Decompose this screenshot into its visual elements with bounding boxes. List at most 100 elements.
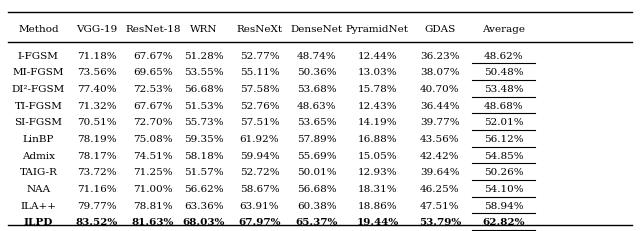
Text: 61.92%: 61.92%	[239, 135, 279, 144]
Text: ILPD: ILPD	[24, 218, 53, 227]
Text: 79.77%: 79.77%	[77, 202, 116, 211]
Text: 65.37%: 65.37%	[296, 218, 338, 227]
Text: 52.76%: 52.76%	[239, 102, 279, 111]
Text: 57.58%: 57.58%	[239, 85, 279, 94]
Text: 46.25%: 46.25%	[420, 185, 460, 194]
Text: 42.42%: 42.42%	[420, 152, 460, 161]
Text: Admix: Admix	[22, 152, 55, 161]
Text: 48.62%: 48.62%	[484, 52, 524, 61]
Text: MI-FGSM: MI-FGSM	[13, 68, 64, 77]
Text: 53.55%: 53.55%	[184, 68, 224, 77]
Text: 59.35%: 59.35%	[184, 135, 224, 144]
Text: 71.25%: 71.25%	[133, 168, 173, 177]
Text: LinBP: LinBP	[22, 135, 54, 144]
Text: 18.31%: 18.31%	[358, 185, 397, 194]
Text: 48.68%: 48.68%	[484, 102, 524, 111]
Text: 54.85%: 54.85%	[484, 152, 524, 161]
Text: 69.65%: 69.65%	[133, 68, 173, 77]
Text: 52.77%: 52.77%	[239, 52, 279, 61]
Text: 52.72%: 52.72%	[239, 168, 279, 177]
Text: GDAS: GDAS	[424, 25, 456, 34]
Text: 13.03%: 13.03%	[358, 68, 397, 77]
Text: 38.07%: 38.07%	[420, 68, 460, 77]
Text: 58.67%: 58.67%	[239, 185, 279, 194]
Text: 36.23%: 36.23%	[420, 52, 460, 61]
Text: 48.74%: 48.74%	[297, 52, 337, 61]
Text: 77.40%: 77.40%	[77, 85, 116, 94]
Text: 57.51%: 57.51%	[239, 118, 279, 127]
Text: 15.78%: 15.78%	[358, 85, 397, 94]
Text: 58.94%: 58.94%	[484, 202, 524, 211]
Text: 56.68%: 56.68%	[184, 85, 224, 94]
Text: 59.94%: 59.94%	[239, 152, 279, 161]
Text: 48.63%: 48.63%	[297, 102, 337, 111]
Text: VGG-19: VGG-19	[76, 25, 118, 34]
Text: 73.56%: 73.56%	[77, 68, 116, 77]
Text: I-FGSM: I-FGSM	[18, 52, 59, 61]
Text: 12.44%: 12.44%	[358, 52, 397, 61]
Text: PyramidNet: PyramidNet	[346, 25, 409, 34]
Text: 14.19%: 14.19%	[358, 118, 397, 127]
Text: 12.43%: 12.43%	[358, 102, 397, 111]
Text: 50.01%: 50.01%	[297, 168, 337, 177]
Text: 16.88%: 16.88%	[358, 135, 397, 144]
Text: Method: Method	[18, 25, 59, 34]
Text: 58.18%: 58.18%	[184, 152, 224, 161]
Text: 43.56%: 43.56%	[420, 135, 460, 144]
Text: 55.11%: 55.11%	[239, 68, 279, 77]
Text: ILA++: ILA++	[20, 202, 56, 211]
Text: TI-FGSM: TI-FGSM	[15, 102, 62, 111]
Text: 71.32%: 71.32%	[77, 102, 116, 111]
Text: 78.81%: 78.81%	[133, 202, 173, 211]
Text: 36.44%: 36.44%	[420, 102, 460, 111]
Text: 72.70%: 72.70%	[133, 118, 173, 127]
Text: NAA: NAA	[26, 185, 51, 194]
Text: 62.82%: 62.82%	[483, 218, 525, 227]
Text: 63.91%: 63.91%	[239, 202, 279, 211]
Text: 40.70%: 40.70%	[420, 85, 460, 94]
Text: 39.64%: 39.64%	[420, 168, 460, 177]
Text: 57.89%: 57.89%	[297, 135, 337, 144]
Text: 18.86%: 18.86%	[358, 202, 397, 211]
Text: 68.03%: 68.03%	[183, 218, 225, 227]
Text: ResNet-18: ResNet-18	[125, 25, 180, 34]
Text: 50.48%: 50.48%	[484, 68, 524, 77]
Text: WRN: WRN	[190, 25, 218, 34]
Text: SI-FGSM: SI-FGSM	[14, 118, 62, 127]
Text: 78.17%: 78.17%	[77, 152, 116, 161]
Text: 15.05%: 15.05%	[358, 152, 397, 161]
Text: 71.18%: 71.18%	[77, 52, 116, 61]
Text: Average: Average	[482, 25, 525, 34]
Text: 63.36%: 63.36%	[184, 202, 224, 211]
Text: ResNeXt: ResNeXt	[236, 25, 282, 34]
Text: DI²-FGSM: DI²-FGSM	[12, 85, 65, 94]
Text: 75.08%: 75.08%	[133, 135, 173, 144]
Text: 51.57%: 51.57%	[184, 168, 224, 177]
Text: 53.65%: 53.65%	[297, 118, 337, 127]
Text: 60.38%: 60.38%	[297, 202, 337, 211]
Text: 56.68%: 56.68%	[297, 185, 337, 194]
Text: 83.52%: 83.52%	[76, 218, 118, 227]
Text: 71.00%: 71.00%	[133, 185, 173, 194]
Text: 53.48%: 53.48%	[484, 85, 524, 94]
Text: 73.72%: 73.72%	[77, 168, 116, 177]
Text: 51.28%: 51.28%	[184, 52, 224, 61]
Text: 56.12%: 56.12%	[484, 135, 524, 144]
Text: DenseNet: DenseNet	[291, 25, 343, 34]
Text: 55.73%: 55.73%	[184, 118, 224, 127]
Text: 12.93%: 12.93%	[358, 168, 397, 177]
Text: 50.36%: 50.36%	[297, 68, 337, 77]
Text: TAIG-R: TAIG-R	[19, 168, 58, 177]
Text: 56.62%: 56.62%	[184, 185, 224, 194]
Text: 39.77%: 39.77%	[420, 118, 460, 127]
Text: 53.68%: 53.68%	[297, 85, 337, 94]
Text: 67.67%: 67.67%	[133, 52, 173, 61]
Text: 78.19%: 78.19%	[77, 135, 116, 144]
Text: 74.51%: 74.51%	[133, 152, 173, 161]
Text: 72.53%: 72.53%	[133, 85, 173, 94]
Text: 51.53%: 51.53%	[184, 102, 224, 111]
Text: 81.63%: 81.63%	[132, 218, 174, 227]
Text: 47.51%: 47.51%	[420, 202, 460, 211]
Text: 67.67%: 67.67%	[133, 102, 173, 111]
Text: 54.10%: 54.10%	[484, 185, 524, 194]
